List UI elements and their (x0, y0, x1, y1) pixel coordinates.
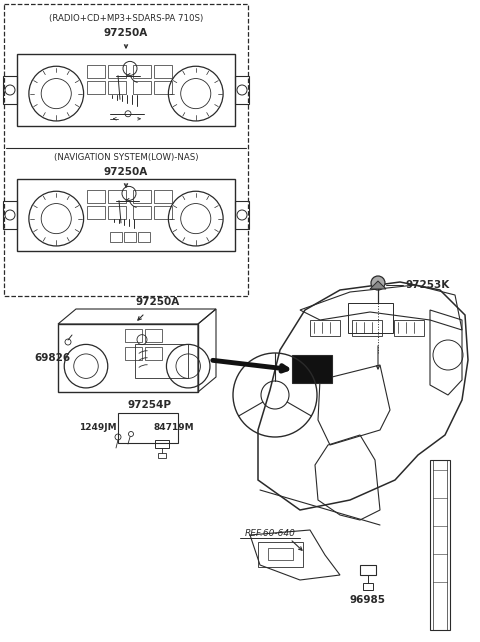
Bar (394, 320, 424, 336)
Bar (154, 190, 171, 203)
Text: 96985: 96985 (350, 595, 386, 605)
Text: (RADIO+CD+MP3+SDARS-PA 710S): (RADIO+CD+MP3+SDARS-PA 710S) (49, 14, 203, 23)
Polygon shape (370, 281, 386, 289)
Bar (87, 81, 105, 94)
Bar (158, 453, 166, 458)
Bar (87, 190, 105, 203)
Text: REF.60-640: REF.60-640 (245, 528, 295, 537)
Text: 1249JM: 1249JM (79, 424, 117, 433)
Text: 97250A: 97250A (104, 28, 148, 38)
Bar (348, 303, 393, 333)
Bar (125, 347, 142, 360)
Bar (3, 201, 17, 229)
Bar (310, 320, 340, 336)
Bar (363, 583, 373, 590)
Text: 69826: 69826 (34, 353, 70, 363)
Bar (108, 81, 126, 94)
Bar (135, 344, 188, 378)
Bar (3, 76, 17, 104)
Text: 97253K: 97253K (405, 280, 449, 290)
Bar (132, 81, 151, 94)
Bar (132, 206, 151, 219)
Bar (155, 440, 169, 448)
Bar (360, 565, 376, 575)
Bar (132, 190, 151, 203)
Bar (17, 179, 235, 251)
Bar (268, 548, 293, 560)
Bar (430, 460, 450, 630)
Bar (17, 54, 235, 126)
Bar (108, 206, 126, 219)
Bar (352, 320, 382, 336)
Bar (145, 347, 162, 360)
Bar (124, 232, 136, 241)
Bar (132, 65, 151, 78)
Bar (87, 65, 105, 78)
Bar (154, 206, 171, 219)
Bar (138, 232, 150, 241)
Bar (258, 542, 303, 567)
Text: 97250A: 97250A (104, 167, 148, 177)
Circle shape (371, 276, 385, 290)
Text: 84719M: 84719M (153, 424, 193, 433)
Bar (87, 206, 105, 219)
Bar (154, 81, 171, 94)
Bar (235, 201, 249, 229)
Bar (118, 413, 178, 443)
Circle shape (125, 111, 131, 117)
Bar (125, 329, 142, 342)
Bar (108, 190, 126, 203)
Text: (NAVIGATION SYSTEM(LOW)-NAS): (NAVIGATION SYSTEM(LOW)-NAS) (54, 153, 198, 162)
Bar (58, 324, 198, 392)
Text: 97254P: 97254P (128, 400, 172, 410)
Bar (154, 65, 171, 78)
Bar (145, 329, 162, 342)
Text: 97250A: 97250A (136, 297, 180, 307)
Bar (108, 65, 126, 78)
Bar (292, 355, 332, 383)
Bar (110, 232, 122, 241)
Bar (235, 76, 249, 104)
Bar (433, 460, 447, 630)
Bar (4, 4, 248, 296)
